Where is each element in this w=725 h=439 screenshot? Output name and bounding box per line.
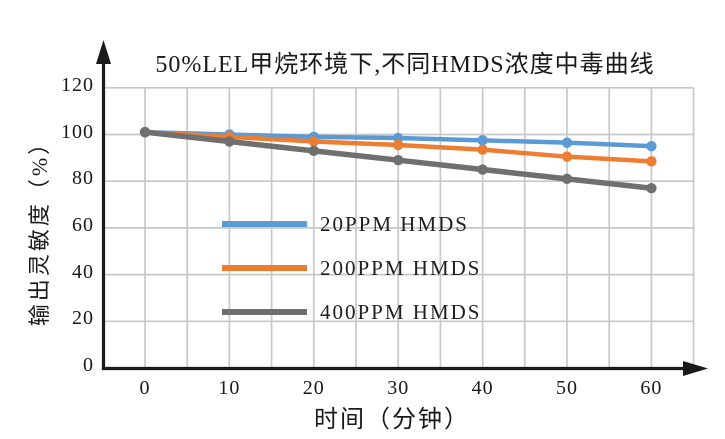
data-point-400ppm-hmds xyxy=(393,154,404,166)
data-point-20ppm-hmds xyxy=(646,140,657,152)
x-tick-label: 60 xyxy=(640,377,663,399)
legend-swatch-icon xyxy=(222,309,307,315)
y-tick-label: 40 xyxy=(72,260,94,283)
y-tick-label: 0 xyxy=(83,354,94,376)
data-point-20ppm-hmds xyxy=(561,137,573,148)
legend-item-200ppm-hmds: 200PPM HMDS xyxy=(222,254,481,282)
y-tick-label: 80 xyxy=(72,167,94,190)
y-tick-label: 20 xyxy=(72,307,94,330)
x-axis-arrow-icon xyxy=(683,361,708,376)
data-point-400ppm-hmds xyxy=(561,173,573,185)
x-tick-label: 50 xyxy=(556,377,578,399)
data-point-400ppm-hmds xyxy=(224,136,235,147)
data-point-400ppm-hmds xyxy=(139,126,151,138)
data-point-400ppm-hmds xyxy=(646,183,657,194)
y-tick-label: 60 xyxy=(72,213,94,236)
data-point-200ppm-hmds xyxy=(393,139,404,151)
legend-label: 200PPM HMDS xyxy=(320,255,482,280)
x-tick-label: 30 xyxy=(387,377,410,399)
legend-label: 20PPM HMDS xyxy=(320,211,469,236)
data-point-200ppm-hmds xyxy=(308,136,319,147)
legend-swatch-icon xyxy=(222,221,307,227)
x-tick-label: 10 xyxy=(218,377,241,399)
x-tick-label: 20 xyxy=(302,377,325,399)
x-tick-label: 0 xyxy=(139,377,151,399)
data-point-400ppm-hmds xyxy=(308,145,319,157)
chart-title: 50%LEL甲烷环境下,不同HMDS浓度中毒曲线 xyxy=(155,52,655,78)
legend-swatch-icon xyxy=(222,265,307,271)
legend-item-400ppm-hmds: 400PPM HMDS xyxy=(222,298,481,326)
data-point-200ppm-hmds xyxy=(477,144,488,155)
data-point-200ppm-hmds xyxy=(561,151,573,162)
legend-item-20ppm-hmds: 20PPM HMDS xyxy=(222,210,469,238)
data-point-400ppm-hmds xyxy=(477,164,488,175)
y-tick-label: 100 xyxy=(61,120,94,143)
data-point-20ppm-hmds xyxy=(477,135,488,146)
y-tick-label: 120 xyxy=(61,73,94,96)
data-point-200ppm-hmds xyxy=(646,156,657,167)
legend-label: 400PPM HMDS xyxy=(320,299,482,324)
y-axis-arrow-icon xyxy=(96,40,111,64)
x-axis-label: 时间（分钟） xyxy=(314,407,470,433)
x-tick-label: 40 xyxy=(471,377,494,399)
